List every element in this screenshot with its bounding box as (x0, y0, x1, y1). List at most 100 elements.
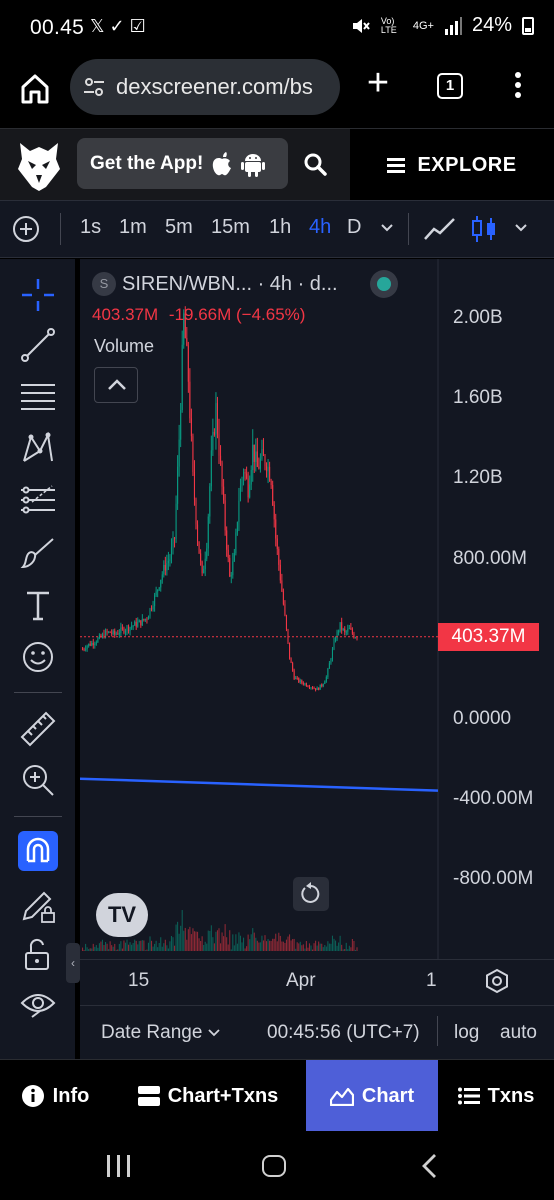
tab-txns[interactable]: Txns (438, 1060, 554, 1132)
url-bar[interactable]: dexscreener.com/bs (70, 59, 340, 115)
tab-chart-txns[interactable]: Chart+Txns (110, 1060, 306, 1132)
candle-body (275, 519, 277, 539)
volume-bar (338, 942, 340, 951)
candle-body (187, 345, 189, 382)
fib-retracement-icon[interactable] (18, 376, 58, 416)
symbol-title[interactable]: SIREN/WBN... · 4h · d... (122, 272, 338, 295)
brush-icon[interactable] (18, 533, 58, 573)
settings-icon[interactable] (484, 968, 510, 994)
interval-4h[interactable]: 4h (309, 216, 332, 238)
volume-bar (281, 941, 283, 951)
volume-bar (151, 940, 153, 951)
x-axis[interactable]: 15 Apr 1 (80, 959, 554, 1003)
volume-bar (259, 942, 261, 951)
volume-bar (131, 944, 133, 951)
legend-collapse-button[interactable] (94, 367, 138, 403)
volume-bar (339, 935, 341, 951)
new-tab-button[interactable]: + (366, 62, 390, 104)
tab-chart[interactable]: Chart (306, 1060, 438, 1132)
volume-bar (230, 949, 232, 951)
volume-bar (223, 936, 225, 951)
volume-bar (321, 943, 323, 951)
collapse-toolbar-handle[interactable]: ‹ (66, 943, 80, 983)
interval-d[interactable]: D (347, 216, 362, 238)
candle-body (347, 629, 349, 632)
chart-area[interactable]: S SIREN/WBN... · 4h · d... 403.37M -19.6… (80, 259, 554, 1059)
candle-body (146, 618, 148, 620)
text-tool-icon[interactable] (18, 585, 58, 625)
volume-bar (324, 945, 326, 951)
ruler-icon[interactable] (18, 709, 58, 749)
candles-icon[interactable] (467, 213, 503, 245)
home-nav-icon[interactable] (262, 1155, 286, 1177)
volume-bar (215, 931, 217, 951)
candle-body (267, 466, 269, 472)
volume-bar (138, 941, 140, 951)
add-indicator-icon[interactable] (13, 216, 39, 242)
auto-scale-toggle[interactable]: auto (500, 1022, 537, 1043)
volume-bar (146, 949, 148, 951)
back-icon[interactable] (420, 1153, 440, 1179)
search-icon[interactable] (303, 152, 327, 176)
candle-body (345, 631, 347, 633)
log-scale-toggle[interactable]: log (454, 1022, 480, 1043)
zoom-in-icon[interactable] (18, 760, 58, 800)
reset-chart-button[interactable] (293, 877, 329, 911)
lock-drawings-icon[interactable] (18, 885, 58, 925)
info-icon (21, 1085, 44, 1107)
explore-button[interactable]: EXPLORE (350, 129, 554, 201)
volume-bar (226, 937, 228, 951)
indicator-line (80, 777, 439, 792)
volume-bar (89, 948, 91, 951)
emoji-icon[interactable] (18, 637, 58, 677)
interval-5m[interactable]: 5m (165, 216, 193, 238)
trend-line-icon[interactable] (18, 325, 58, 365)
volume-bar (206, 943, 208, 951)
pattern-icon[interactable] (18, 429, 58, 469)
magnet-icon[interactable] (18, 831, 58, 871)
candle-body (203, 569, 205, 574)
price-chart[interactable] (80, 259, 554, 959)
prediction-icon[interactable] (18, 480, 58, 520)
interval-1m[interactable]: 1m (119, 216, 147, 238)
crosshair-icon[interactable] (18, 275, 58, 315)
tab-info[interactable]: Info (0, 1060, 110, 1132)
volume-bar (261, 935, 263, 951)
volume-bar (124, 942, 127, 951)
volume-bar (247, 934, 249, 951)
unlock-icon[interactable] (18, 935, 58, 975)
dexscreener-logo-icon[interactable] (16, 139, 62, 191)
home-icon[interactable] (18, 72, 52, 106)
candle-body (307, 686, 309, 688)
volume-bar (351, 938, 353, 951)
interval-1s[interactable]: 1s (80, 216, 102, 238)
volume-bar (163, 943, 165, 951)
volume-bar (333, 938, 335, 951)
site-settings-icon[interactable] (82, 75, 106, 99)
clock-display[interactable]: 00:45:56 (UTC+7) (267, 1022, 420, 1043)
tradingview-logo-icon[interactable]: TV (96, 893, 148, 937)
volume-bar (201, 936, 203, 951)
volume-bar (132, 943, 134, 951)
tab-switcher-button[interactable]: 1 (437, 73, 463, 99)
recents-icon[interactable] (107, 1155, 131, 1177)
volume-bar (235, 934, 237, 951)
browser-menu-icon[interactable] (508, 72, 528, 102)
chevron-down-icon[interactable] (380, 221, 394, 235)
volume-bar (174, 945, 176, 951)
interval-15m[interactable]: 15m (211, 216, 250, 238)
candle-body (112, 630, 114, 634)
chevron-down-icon[interactable] (514, 221, 528, 235)
candle-body (184, 313, 186, 339)
candle-body (244, 472, 246, 474)
volume-bar (295, 948, 297, 951)
eye-icon[interactable] (18, 985, 58, 1025)
date-range-button[interactable]: Date Range (101, 1022, 220, 1044)
url-text[interactable]: dexscreener.com/bs (116, 74, 313, 99)
volume-bar (166, 945, 168, 951)
interval-1h[interactable]: 1h (269, 216, 292, 238)
candle-body (327, 668, 329, 677)
line-chart-icon[interactable] (422, 213, 458, 245)
market-status-icon[interactable] (369, 270, 398, 298)
get-app-button[interactable]: Get the App! (77, 138, 288, 189)
